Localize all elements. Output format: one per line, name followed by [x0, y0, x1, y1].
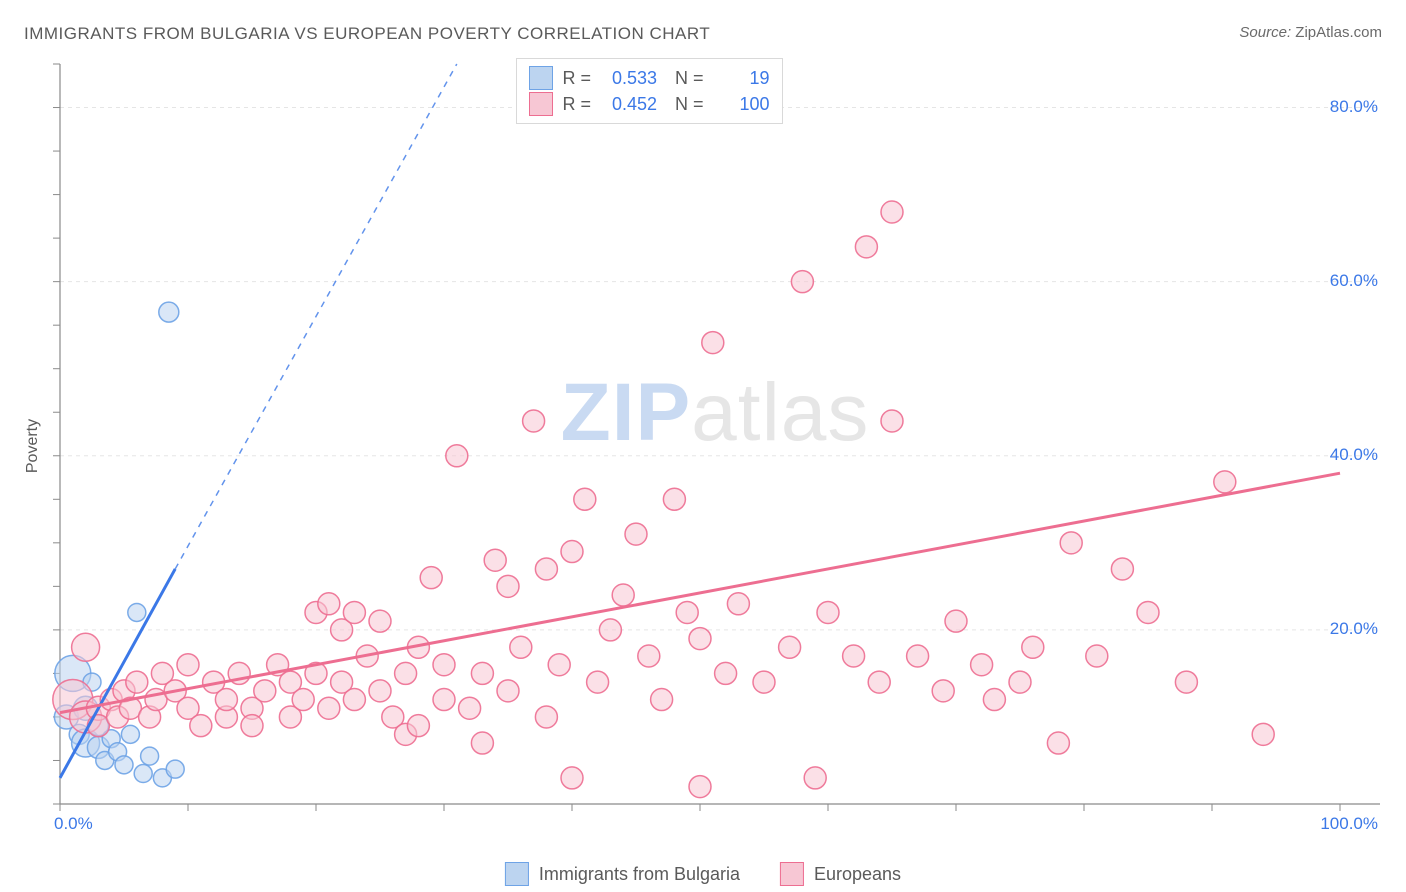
x-tick-label: 100.0% — [1320, 814, 1378, 834]
y-tick-label: 40.0% — [1330, 445, 1378, 465]
source-value: ZipAtlas.com — [1295, 24, 1382, 41]
r-value: 0.533 — [601, 65, 657, 91]
y-axis-title: Poverty — [24, 419, 42, 473]
legend-swatch-icon — [529, 66, 553, 90]
y-tick-label: 80.0% — [1330, 97, 1378, 117]
source-label: Source: — [1239, 24, 1291, 41]
source-attribution: Source: ZipAtlas.com — [1239, 24, 1382, 41]
r-value: 0.452 — [601, 91, 657, 117]
n-value: 19 — [714, 65, 770, 91]
n-label: N = — [675, 91, 704, 117]
correlation-stats-box: R = 0.533 N = 19 R = 0.452 N = 100 — [516, 58, 783, 124]
plot-area: ZIPatlas 20.0%40.0%60.0%80.0%0.0%100.0%R… — [50, 54, 1380, 834]
legend-label: Europeans — [814, 864, 901, 885]
stats-row: R = 0.452 N = 100 — [529, 91, 770, 117]
x-tick-label: 0.0% — [54, 814, 93, 834]
r-label: R = — [563, 65, 592, 91]
legend-swatch-icon — [780, 862, 804, 886]
legend-swatch-icon — [529, 92, 553, 116]
legend-swatch-icon — [505, 862, 529, 886]
bottom-legend: Immigrants from Bulgaria Europeans — [505, 862, 901, 886]
n-value: 100 — [714, 91, 770, 117]
y-tick-label: 60.0% — [1330, 271, 1378, 291]
legend-item-europeans: Europeans — [780, 862, 901, 886]
y-tick-label: 20.0% — [1330, 619, 1378, 639]
n-label: N = — [675, 65, 704, 91]
stats-row: R = 0.533 N = 19 — [529, 65, 770, 91]
chart-title: IMMIGRANTS FROM BULGARIA VS EUROPEAN POV… — [24, 24, 710, 44]
scatter-chart — [50, 54, 1380, 834]
r-label: R = — [563, 91, 592, 117]
legend-item-bulgaria: Immigrants from Bulgaria — [505, 862, 740, 886]
legend-label: Immigrants from Bulgaria — [539, 864, 740, 885]
